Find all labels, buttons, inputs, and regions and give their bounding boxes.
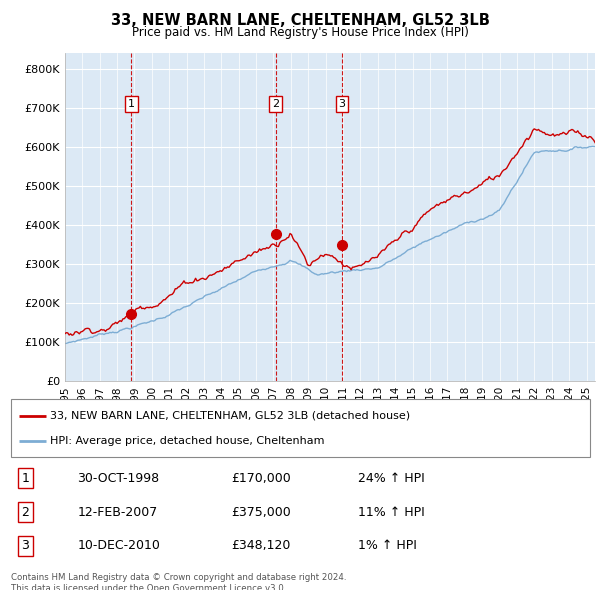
Text: 12-FEB-2007: 12-FEB-2007	[77, 506, 158, 519]
Text: 1: 1	[22, 472, 29, 485]
FancyBboxPatch shape	[11, 399, 590, 457]
Text: 30-OCT-1998: 30-OCT-1998	[77, 472, 160, 485]
Text: 3: 3	[22, 539, 29, 552]
Text: This data is licensed under the Open Government Licence v3.0.: This data is licensed under the Open Gov…	[11, 584, 286, 590]
Text: 1% ↑ HPI: 1% ↑ HPI	[358, 539, 417, 552]
Text: 10-DEC-2010: 10-DEC-2010	[77, 539, 160, 552]
Text: 24% ↑ HPI: 24% ↑ HPI	[358, 472, 425, 485]
Text: 3: 3	[338, 99, 346, 109]
Text: 11% ↑ HPI: 11% ↑ HPI	[358, 506, 425, 519]
Text: £375,000: £375,000	[231, 506, 290, 519]
Text: 2: 2	[22, 506, 29, 519]
Text: HPI: Average price, detached house, Cheltenham: HPI: Average price, detached house, Chel…	[50, 436, 325, 446]
Text: 33, NEW BARN LANE, CHELTENHAM, GL52 3LB: 33, NEW BARN LANE, CHELTENHAM, GL52 3LB	[110, 13, 490, 28]
Text: Price paid vs. HM Land Registry's House Price Index (HPI): Price paid vs. HM Land Registry's House …	[131, 26, 469, 39]
Text: £348,120: £348,120	[231, 539, 290, 552]
Text: 33, NEW BARN LANE, CHELTENHAM, GL52 3LB (detached house): 33, NEW BARN LANE, CHELTENHAM, GL52 3LB …	[50, 411, 410, 421]
Text: £170,000: £170,000	[231, 472, 290, 485]
Text: 1: 1	[128, 99, 135, 109]
Text: 2: 2	[272, 99, 279, 109]
Text: Contains HM Land Registry data © Crown copyright and database right 2024.: Contains HM Land Registry data © Crown c…	[11, 573, 346, 582]
